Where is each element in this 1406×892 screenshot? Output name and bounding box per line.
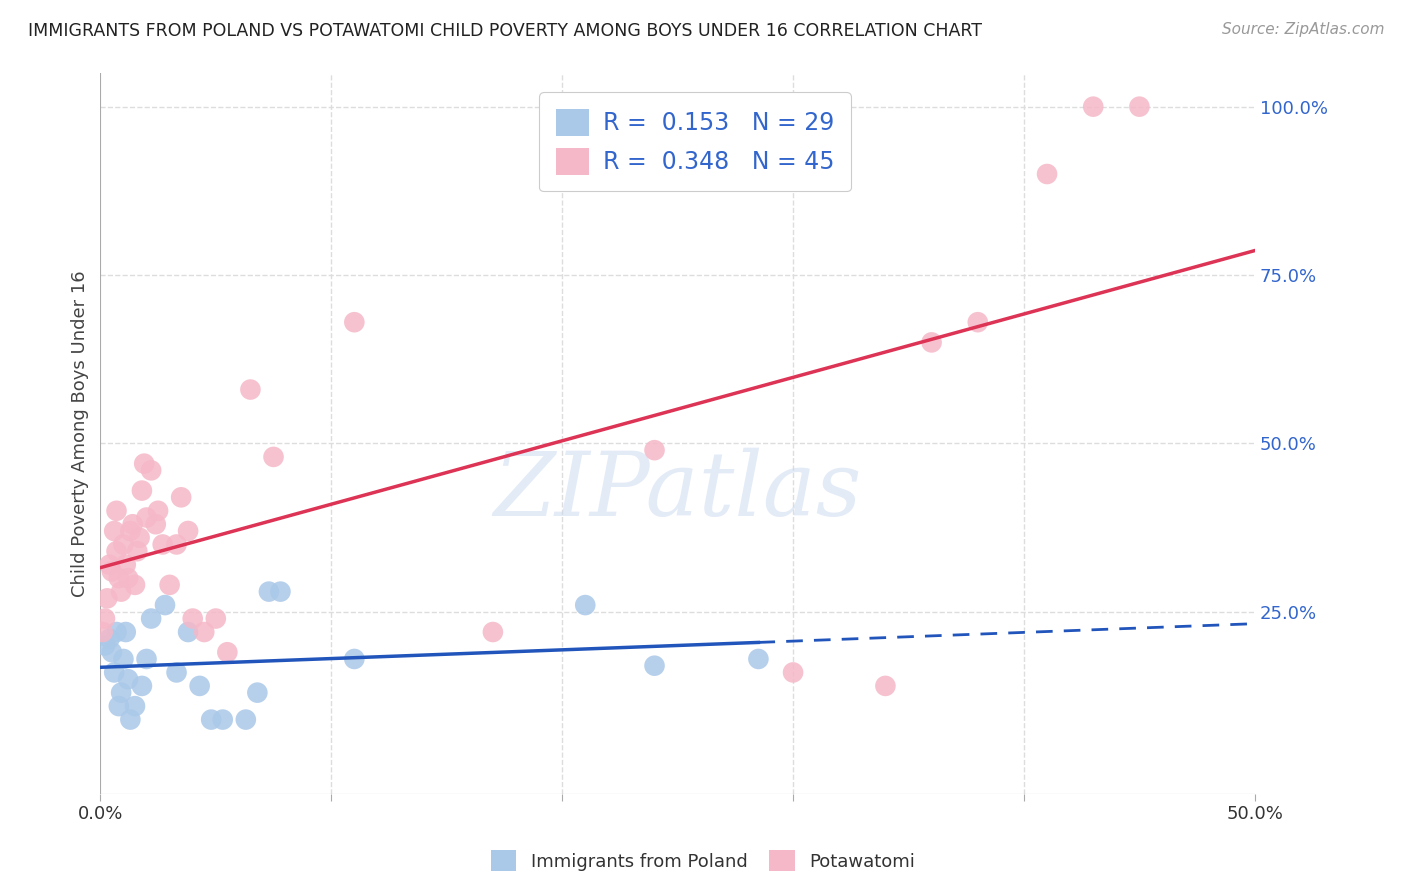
Point bbox=[135, 510, 157, 524]
Point bbox=[94, 639, 117, 653]
Point bbox=[120, 713, 142, 727]
Point bbox=[114, 625, 136, 640]
Point bbox=[235, 713, 257, 727]
Point bbox=[98, 558, 121, 572]
Point bbox=[644, 443, 666, 458]
Point bbox=[141, 463, 163, 477]
Point bbox=[166, 665, 188, 680]
Text: ZIPatlas: ZIPatlas bbox=[494, 448, 862, 534]
Point bbox=[343, 652, 366, 666]
Point bbox=[217, 645, 239, 659]
Point bbox=[108, 571, 131, 585]
Point bbox=[141, 611, 163, 625]
Point bbox=[124, 578, 146, 592]
Point bbox=[96, 591, 118, 606]
Point bbox=[103, 665, 125, 680]
Point bbox=[482, 625, 505, 640]
Point bbox=[101, 645, 124, 659]
Point bbox=[134, 457, 156, 471]
Point bbox=[124, 699, 146, 714]
Point bbox=[177, 524, 200, 538]
Point bbox=[343, 315, 366, 329]
Point bbox=[574, 598, 596, 612]
Point bbox=[966, 315, 988, 329]
Point bbox=[747, 652, 769, 666]
Point bbox=[110, 584, 132, 599]
Point bbox=[188, 679, 211, 693]
Point bbox=[1036, 167, 1059, 181]
Point bbox=[170, 491, 193, 505]
Point bbox=[1128, 100, 1150, 114]
Point bbox=[875, 679, 897, 693]
Point bbox=[94, 611, 117, 625]
Point bbox=[103, 524, 125, 538]
Point bbox=[112, 537, 135, 551]
Point bbox=[166, 537, 188, 551]
Point bbox=[204, 611, 226, 625]
Legend: R =  0.153   N = 29, R =  0.348   N = 45: R = 0.153 N = 29, R = 0.348 N = 45 bbox=[538, 92, 851, 192]
Point bbox=[121, 517, 143, 532]
Point bbox=[257, 584, 280, 599]
Point bbox=[181, 611, 204, 625]
Point bbox=[269, 584, 291, 599]
Point bbox=[146, 504, 169, 518]
Point bbox=[117, 571, 139, 585]
Point bbox=[153, 598, 176, 612]
Point bbox=[193, 625, 215, 640]
Point bbox=[145, 517, 167, 532]
Point bbox=[98, 632, 121, 646]
Point bbox=[128, 531, 150, 545]
Point bbox=[120, 524, 142, 538]
Point bbox=[114, 558, 136, 572]
Point bbox=[127, 544, 149, 558]
Point bbox=[782, 665, 804, 680]
Y-axis label: Child Poverty Among Boys Under 16: Child Poverty Among Boys Under 16 bbox=[72, 270, 89, 597]
Point bbox=[152, 537, 174, 551]
Point bbox=[644, 658, 666, 673]
Point bbox=[91, 625, 114, 640]
Point bbox=[105, 544, 128, 558]
Point bbox=[108, 699, 131, 714]
Point bbox=[200, 713, 222, 727]
Point bbox=[159, 578, 181, 592]
Legend: Immigrants from Poland, Potawatomi: Immigrants from Poland, Potawatomi bbox=[484, 843, 922, 879]
Point bbox=[177, 625, 200, 640]
Point bbox=[921, 335, 943, 350]
Text: IMMIGRANTS FROM POLAND VS POTAWATOMI CHILD POVERTY AMONG BOYS UNDER 16 CORRELATI: IMMIGRANTS FROM POLAND VS POTAWATOMI CHI… bbox=[28, 22, 983, 40]
Point bbox=[101, 565, 124, 579]
Point bbox=[135, 652, 157, 666]
Point bbox=[211, 713, 233, 727]
Point bbox=[131, 679, 153, 693]
Point bbox=[105, 625, 128, 640]
Point bbox=[105, 504, 128, 518]
Point bbox=[239, 383, 262, 397]
Text: Source: ZipAtlas.com: Source: ZipAtlas.com bbox=[1222, 22, 1385, 37]
Point bbox=[263, 450, 285, 464]
Point bbox=[246, 686, 269, 700]
Point bbox=[1083, 100, 1105, 114]
Point bbox=[117, 672, 139, 686]
Point bbox=[110, 686, 132, 700]
Point bbox=[131, 483, 153, 498]
Point bbox=[112, 652, 135, 666]
